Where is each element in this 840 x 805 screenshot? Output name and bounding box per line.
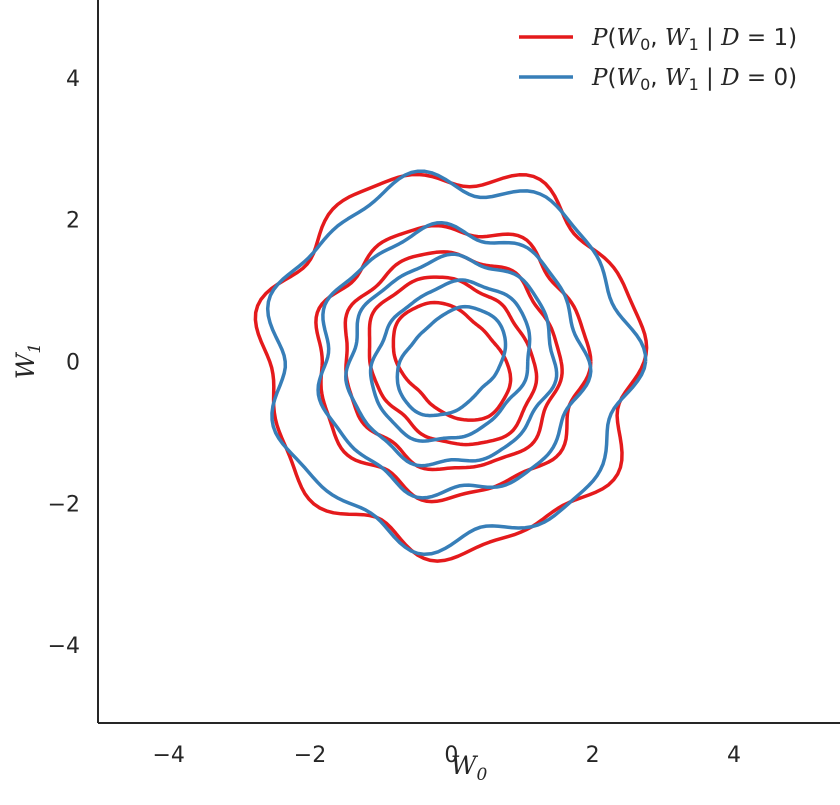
x-tick-label: −2 bbox=[294, 743, 326, 768]
contour-line-d0 bbox=[344, 252, 559, 468]
contour-line-d0 bbox=[395, 304, 508, 418]
y-axis-label: W1 bbox=[11, 343, 45, 380]
contour-line-d1 bbox=[253, 172, 649, 563]
y-tick-label: −2 bbox=[48, 492, 80, 517]
legend-label-d0: P(W0, W1 | D = 0) bbox=[591, 65, 797, 94]
legend-label-d1: P(W0, W1 | D = 1) bbox=[591, 25, 797, 54]
contour-line-d1 bbox=[314, 223, 593, 504]
contour-line-d1 bbox=[391, 300, 513, 422]
y-tick-labels: −4 −2 0 2 4 bbox=[48, 67, 80, 659]
x-tick-label: 4 bbox=[727, 743, 741, 768]
axes bbox=[97, 0, 840, 724]
x-tick-label: 0 bbox=[444, 743, 458, 768]
x-axis-label: W0 bbox=[451, 751, 488, 785]
contour-line-d1 bbox=[367, 275, 539, 447]
y-tick-label: 4 bbox=[66, 67, 80, 92]
y-tick-label: 2 bbox=[66, 209, 80, 234]
contour-line-d0 bbox=[265, 169, 648, 557]
y-tick-label: 0 bbox=[66, 351, 80, 376]
x-tick-labels: −4 −2 0 2 4 bbox=[152, 743, 741, 768]
x-tick-label: 2 bbox=[586, 743, 600, 768]
contour-line-d0 bbox=[316, 220, 593, 500]
contour-lines bbox=[253, 169, 649, 563]
x-tick-label: −4 bbox=[152, 743, 184, 768]
contour-line-d1 bbox=[343, 250, 564, 472]
y-tick-label: −4 bbox=[48, 634, 80, 659]
contour-line-d0 bbox=[368, 278, 532, 443]
legend: P(W0, W1 | D = 1) P(W0, W1 | D = 0) bbox=[519, 25, 797, 94]
